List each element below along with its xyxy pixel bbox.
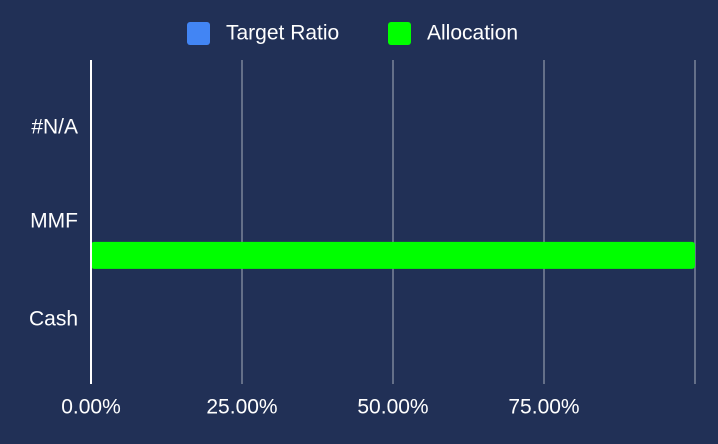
y-tick-label: Cash [29, 308, 78, 331]
y-tick-label: MMF [30, 210, 78, 233]
x-tick-label: 50.00% [357, 396, 428, 419]
bar [91, 241, 695, 269]
legend-swatch [388, 22, 411, 45]
legend-label: Target Ratio [226, 22, 339, 45]
x-tick-label: 0.00% [61, 396, 121, 419]
legend-swatch [187, 22, 210, 45]
legend-label: Allocation [427, 22, 518, 45]
y-tick-label: #N/A [31, 116, 78, 139]
x-tick-label: 75.00% [508, 396, 579, 419]
x-tick-label: 25.00% [206, 396, 277, 419]
